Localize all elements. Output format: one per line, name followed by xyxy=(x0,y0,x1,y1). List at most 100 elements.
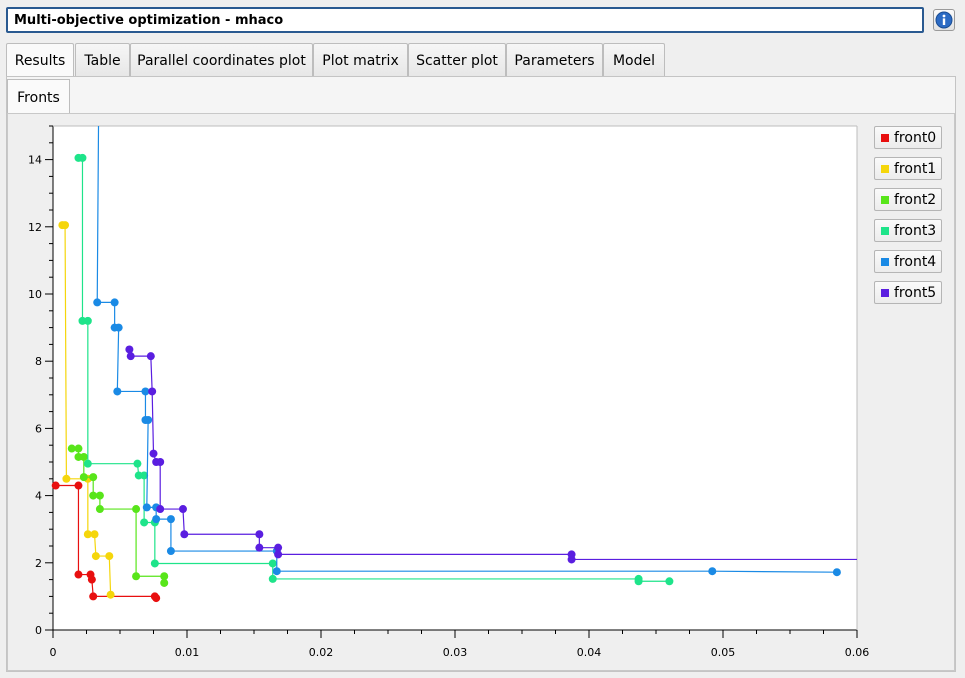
data-point-front5 xyxy=(156,458,165,466)
data-point-front3 xyxy=(140,518,149,527)
legend-item-front5[interactable]: front5 xyxy=(874,281,942,304)
data-point-front5 xyxy=(178,505,187,514)
legend-label: front0 xyxy=(894,130,937,146)
y-tick-label: 10 xyxy=(28,288,42,301)
legend-swatch xyxy=(881,289,889,297)
x-tick-label: 0 xyxy=(50,646,57,659)
legend-label: front2 xyxy=(894,192,937,208)
data-point-front1 xyxy=(61,221,70,230)
legend-item-front2[interactable]: front2 xyxy=(874,188,942,211)
tab-table[interactable]: Table xyxy=(75,43,130,76)
data-point-front4 xyxy=(93,298,102,307)
data-point-front4 xyxy=(166,547,175,556)
legend-label: front4 xyxy=(894,254,937,270)
legend-item-front0[interactable]: front0 xyxy=(874,126,942,149)
data-point-front2 xyxy=(95,491,104,500)
y-tick-label: 0 xyxy=(35,624,42,637)
data-point-front2 xyxy=(79,452,88,461)
data-point-front5 xyxy=(149,449,158,458)
tab-parallel-coordinates-plot[interactable]: Parallel coordinates plot xyxy=(130,43,313,76)
info-button[interactable] xyxy=(933,9,955,31)
tab-parameters[interactable]: Parameters xyxy=(506,43,603,76)
window-title: Multi-objective optimization - mhaco xyxy=(14,13,284,28)
data-point-front2 xyxy=(74,444,83,453)
data-point-front0 xyxy=(89,592,98,601)
data-point-front3 xyxy=(634,577,643,586)
data-point-front5 xyxy=(255,530,264,539)
data-point-front2 xyxy=(160,578,169,587)
data-point-front5 xyxy=(146,352,155,361)
data-point-front4 xyxy=(708,567,717,576)
title-bar: Multi-objective optimization - mhaco xyxy=(6,7,924,33)
data-point-front3 xyxy=(150,559,159,568)
data-point-front5 xyxy=(180,530,189,539)
y-tick-label: 2 xyxy=(35,557,42,570)
data-point-front4 xyxy=(272,567,281,576)
tab-plot-matrix[interactable]: Plot matrix xyxy=(313,43,408,76)
legend-item-front1[interactable]: front1 xyxy=(874,157,942,180)
data-point-front3 xyxy=(133,459,142,468)
tab-fronts[interactable]: Fronts xyxy=(7,79,70,113)
data-point-front3 xyxy=(140,471,149,480)
data-point-front3 xyxy=(268,574,277,583)
legend-swatch xyxy=(881,134,889,142)
data-point-front5 xyxy=(156,505,165,514)
data-point-front5 xyxy=(126,352,135,361)
tab-scatter-plot[interactable]: Scatter plot xyxy=(408,43,506,76)
data-point-front2 xyxy=(79,473,88,482)
data-point-front3 xyxy=(83,459,92,468)
data-point-front4 xyxy=(144,416,153,424)
legend-label: front1 xyxy=(894,161,937,177)
x-tick-label: 0.01 xyxy=(175,646,200,659)
data-point-front5 xyxy=(125,345,134,354)
data-point-front1 xyxy=(62,474,71,483)
data-point-front5 xyxy=(274,550,283,559)
legend-label: front3 xyxy=(894,223,937,239)
data-point-front1 xyxy=(90,530,99,539)
data-point-front4 xyxy=(113,387,122,396)
y-tick-label: 14 xyxy=(28,154,42,167)
data-point-front0 xyxy=(87,575,96,584)
info-icon xyxy=(935,11,953,29)
data-point-front3 xyxy=(665,577,674,586)
data-point-front3 xyxy=(268,559,277,568)
legend-swatch xyxy=(881,196,889,204)
data-point-front0 xyxy=(51,481,60,490)
y-tick-label: 12 xyxy=(28,221,42,234)
data-point-front1 xyxy=(91,552,100,561)
data-point-front5 xyxy=(567,555,576,564)
data-point-front4 xyxy=(141,387,150,396)
data-point-front5 xyxy=(255,543,264,552)
data-point-front1 xyxy=(106,590,115,599)
legend-label: front5 xyxy=(894,285,937,301)
x-tick-label: 0.05 xyxy=(711,646,736,659)
y-tick-label: 6 xyxy=(35,422,42,435)
x-tick-label: 0.03 xyxy=(443,646,468,659)
x-tick-label: 0.02 xyxy=(309,646,334,659)
x-tick-label: 0.04 xyxy=(577,646,602,659)
data-point-front5 xyxy=(274,543,283,552)
y-tick-label: 4 xyxy=(35,490,42,503)
data-point-front2 xyxy=(89,473,98,482)
data-point-front2 xyxy=(132,572,141,581)
data-point-front2 xyxy=(67,444,76,453)
data-point-front0 xyxy=(74,481,83,490)
data-point-front5 xyxy=(148,387,157,396)
plot-area xyxy=(53,126,857,630)
data-point-front2 xyxy=(160,572,169,581)
legend-swatch xyxy=(881,227,889,235)
data-point-front3 xyxy=(78,153,87,162)
data-point-front4 xyxy=(166,515,175,524)
legend-item-front4[interactable]: front4 xyxy=(874,250,942,273)
x-tick-label: 0.06 xyxy=(845,646,870,659)
data-point-front2 xyxy=(89,491,98,500)
data-point-front2 xyxy=(95,505,104,514)
legend-item-front3[interactable]: front3 xyxy=(874,219,942,242)
data-point-front4 xyxy=(152,515,161,524)
tab-model[interactable]: Model xyxy=(603,43,665,76)
data-point-front4 xyxy=(110,298,119,307)
data-point-front0 xyxy=(74,570,83,579)
legend-swatch xyxy=(881,258,889,266)
tab-results[interactable]: Results xyxy=(6,43,74,77)
data-point-front1 xyxy=(83,530,92,539)
